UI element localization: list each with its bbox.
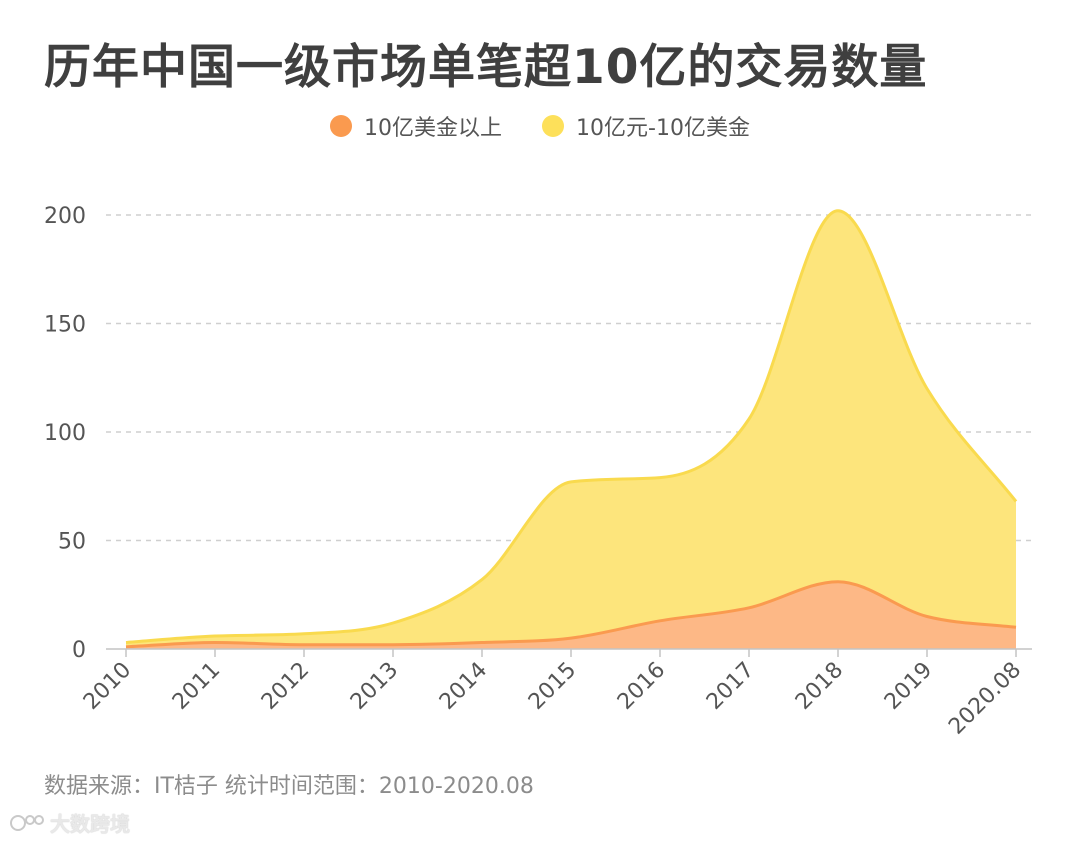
y-tick-label-100: 100 xyxy=(44,421,86,446)
x-tick-label-2015: 2015 xyxy=(524,658,581,715)
source-note: 数据来源：IT桔子 统计时间范围：2010-2020.08 xyxy=(44,774,534,799)
x-tick-label-2013: 2013 xyxy=(346,658,403,715)
watermark: 大数跨境 xyxy=(10,808,130,837)
brand-logo-icon xyxy=(10,814,44,831)
x-tick-label-2017: 2017 xyxy=(702,658,759,715)
x-tick-label-2019: 2019 xyxy=(880,658,937,715)
chart-title: 历年中国一级市场单笔超10亿的交易数量 xyxy=(44,40,928,95)
legend-label-1b-rmb-to-1b-usd: 10亿元-10亿美金 xyxy=(576,116,750,141)
legend-label-over-1b-usd: 10亿美金以上 xyxy=(364,116,503,141)
x-tick-label-2012: 2012 xyxy=(257,658,314,715)
x-tick-label-2010: 2010 xyxy=(79,658,136,715)
y-tick-label-50: 50 xyxy=(58,530,86,555)
y-tick-label-150: 150 xyxy=(44,313,86,338)
line-over-1b-usd xyxy=(125,580,1017,649)
area-over-1b-usd xyxy=(126,581,1016,649)
legend-dot-1b-rmb-to-1b-usd xyxy=(542,115,565,137)
series-areas xyxy=(125,209,1018,649)
area-1b-rmb-to-1b-usd xyxy=(126,210,1016,647)
legend-item-over-1b-usd[interactable]: 10亿美金以上 xyxy=(330,110,502,142)
y-tick-label-0: 0 xyxy=(72,638,86,663)
line-1b-rmb-to-1b-usd xyxy=(125,209,1018,644)
x-tick-label-2016: 2016 xyxy=(613,658,670,715)
x-tick-label-2014: 2014 xyxy=(435,658,492,715)
legend-item-1b-rmb-to-1b-usd[interactable]: 10亿元-10亿美金 xyxy=(542,110,750,142)
legend: 10亿美金以上 10亿元-10亿美金 xyxy=(0,110,1080,142)
x-tick-label-2020.08: 2020.08 xyxy=(944,658,1026,740)
watermark-text: 大数跨境 xyxy=(50,812,130,836)
y-tick-label-200: 200 xyxy=(44,204,86,229)
x-tick-label-2018: 2018 xyxy=(791,658,848,715)
x-tick-label-2011: 2011 xyxy=(168,658,225,715)
legend-dot-over-1b-usd xyxy=(330,115,353,137)
